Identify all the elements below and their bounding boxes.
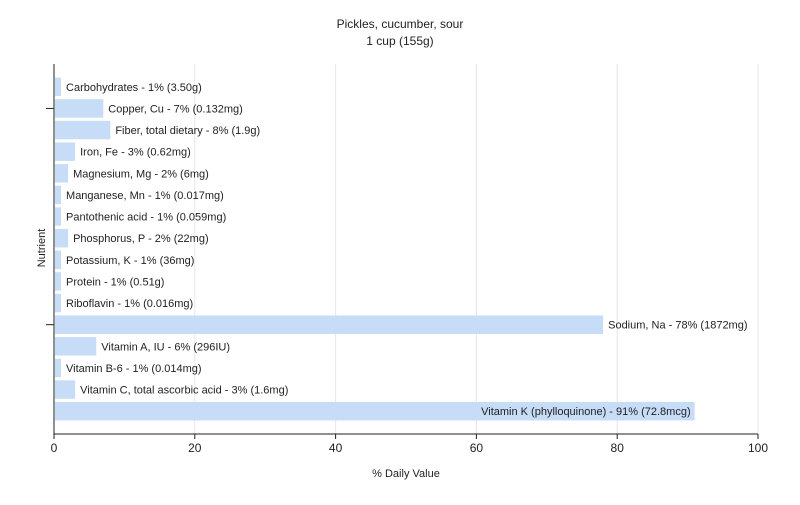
bar-7 [55,207,62,226]
bar-3 [55,120,111,140]
chart-subtitle: 1 cup (155g) [366,34,433,48]
y-axis-label: Nutrient [36,229,48,268]
bar-11 [55,293,62,313]
x-tick-label-20: 20 [188,441,202,455]
bar-5 [55,164,69,183]
bar-label-16: Vitamin K (phylloquinone) - 91% (72.8mcg… [481,406,691,418]
bar-4 [55,142,76,161]
bar-label-12: Sodium, Na - 78% (1872mg) [608,320,747,332]
bars: Carbohydrates - 1% (3.50g) Copper, Cu - 7… [55,77,748,421]
bar-6 [55,185,62,205]
bar-16 [55,401,695,421]
bar-12 [55,315,604,334]
bar-label-6: Manganese, Mn - 1% (0.017mg) [66,190,224,202]
x-tick-label-80: 80 [611,441,625,455]
bar-label-14: Vitamin B-6 - 1% (0.014mg) [66,363,202,375]
bar-label-10: Protein - 1% (0.51g) [66,276,164,288]
bar-label-3: Fiber, total dietary - 8% (1.9g) [115,125,260,137]
bar-9 [55,250,62,270]
bar-label-13: Vitamin A, IU - 6% (296IU) [101,341,230,353]
bar-label-7: Pantothenic acid - 1% (0.059mg) [66,212,226,224]
bar-8 [55,228,69,248]
x-tick-label-40: 40 [329,441,343,455]
bar-label-9: Potassium, K - 1% (36mg) [66,255,194,267]
bar-label-8: Phosphorus, P - 2% (22mg) [73,233,209,245]
grid-lines [194,64,759,434]
bar-15 [55,380,76,399]
bar-label-15: Vitamin C, total ascorbic acid - 3% (1.6… [80,385,288,397]
bar-1 [55,77,62,97]
bar-label-2: Copper, Cu - 7% (0.132mg) [108,103,243,115]
x-tick-label-0: 0 [51,441,58,455]
bar-label-4: Iron, Fe - 3% (0.62mg) [80,147,191,159]
chart-title: Pickles, cucumber, sour [337,17,464,31]
bar-10 [55,272,62,291]
x-tick-label-60: 60 [470,441,484,455]
bar-label-1: Carbohydrates - 1% (3.50g) [66,82,202,94]
x-axis-label: % Daily Value [372,468,440,480]
bar-2 [55,99,104,118]
axes: 0 20 40 60 80 100 [46,64,768,455]
bar-14 [55,358,62,378]
bar-13 [55,337,97,356]
bar-label-11: Riboflavin - 1% (0.016mg) [66,298,193,310]
x-tick-label-100: 100 [748,441,768,455]
bar-label-5: Magnesium, Mg - 2% (6mg) [73,168,209,180]
